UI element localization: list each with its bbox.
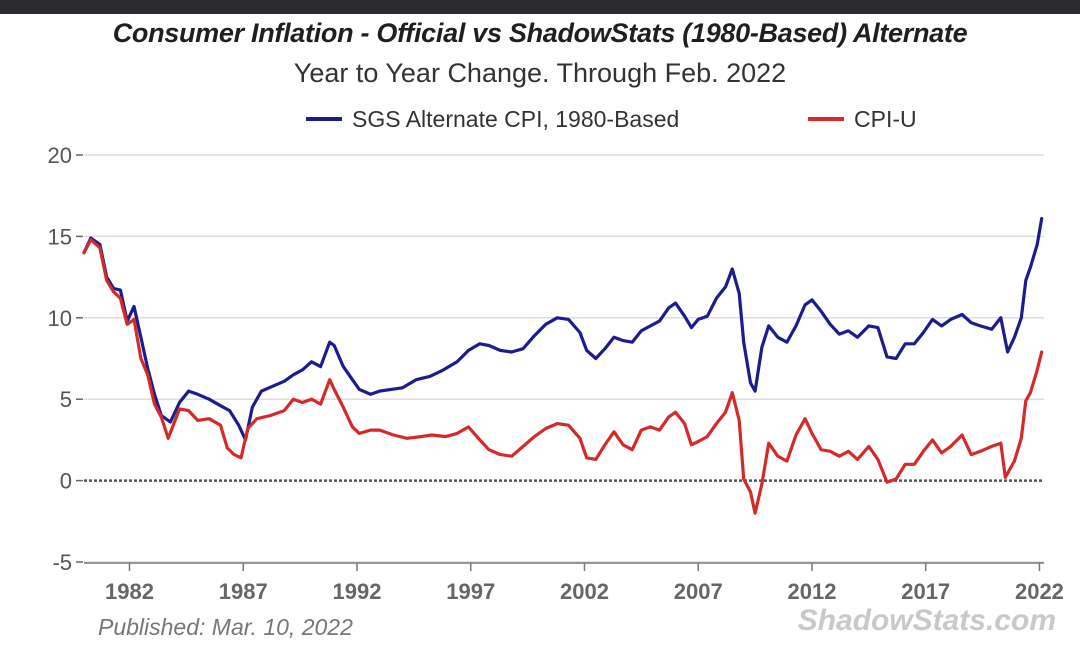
legend-label-sgs: SGS Alternate CPI, 1980-Based: [352, 105, 680, 132]
legend-swatch-sgs: [306, 117, 342, 121]
x-tick-label: 1987: [219, 579, 268, 604]
legend-swatch-cpi: [808, 117, 844, 121]
y-tick-label: 0: [60, 469, 72, 494]
top-bar: [0, 0, 1080, 14]
watermark: ShadowStats.com: [797, 604, 1056, 637]
x-tick-label: 2002: [560, 579, 609, 604]
chart-title: Consumer Inflation - Official vs ShadowS…: [112, 18, 968, 48]
x-tick-label: 1997: [446, 579, 495, 604]
x-tick-label: 1982: [105, 579, 154, 604]
legend-label-cpi: CPI-U: [854, 105, 917, 132]
y-tick-label: 20: [48, 143, 72, 168]
y-tick-label: -5: [52, 550, 72, 575]
x-tick-label: 1992: [333, 579, 382, 604]
x-tick-label: 2017: [901, 579, 950, 604]
x-tick-label: 2022: [1015, 579, 1064, 604]
x-tick-label: 2007: [674, 579, 723, 604]
y-tick-label: 10: [48, 306, 72, 331]
series-line-sgs: [82, 216, 1044, 442]
chart-subtitle: Year to Year Change. Through Feb. 2022: [293, 58, 787, 88]
y-tick-label: 15: [48, 224, 72, 249]
published-date: Published: Mar. 10, 2022: [98, 614, 353, 640]
x-tick-label: 2012: [787, 579, 836, 604]
legend-item-sgs: SGS Alternate CPI, 1980-Based: [306, 104, 679, 134]
y-tick-label: 5: [60, 387, 72, 412]
series-line-cpi: [82, 238, 1044, 515]
legend-item-cpi: CPI-U: [808, 104, 917, 134]
